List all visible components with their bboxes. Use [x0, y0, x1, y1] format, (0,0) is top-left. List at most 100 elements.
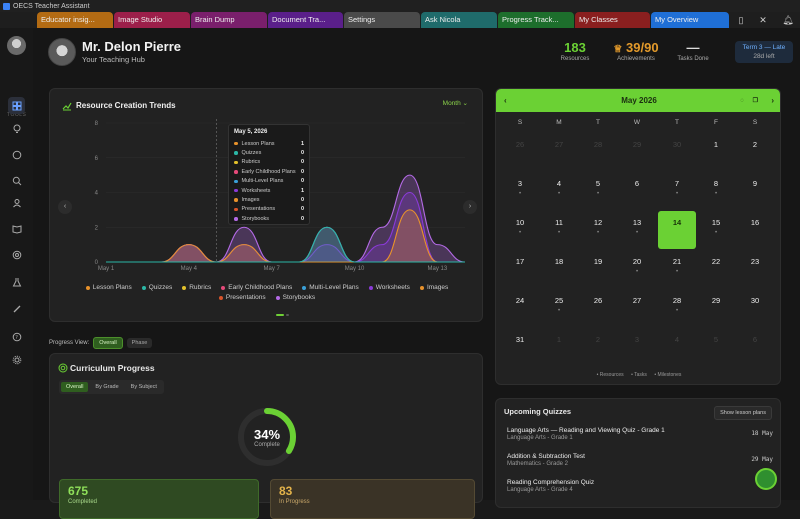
calendar-day[interactable]: 8 • — [697, 172, 735, 210]
show-lesson-plans-button[interactable]: Show lesson plans — [714, 406, 772, 420]
tab-document-tra[interactable]: Document Tra... — [268, 12, 343, 28]
calendar-copy-icon[interactable]: ❐ — [752, 98, 758, 104]
calendar-day[interactable]: 18 — [540, 250, 578, 288]
calendar-day[interactable]: 10 • — [501, 211, 539, 249]
calendar-day[interactable]: 25 • — [540, 289, 578, 327]
calendar-day[interactable]: 9 — [736, 172, 774, 210]
sidebar-search-icon[interactable] — [8, 172, 25, 189]
calendar-day[interactable]: 17 — [501, 250, 539, 288]
calendar-day[interactable]: 20 • — [618, 250, 656, 288]
sidebar-lightbulb-icon[interactable] — [8, 120, 25, 137]
calendar-day-today[interactable]: 14 — [658, 211, 696, 249]
tab-ask-nicola[interactable]: Ask Nicola — [421, 12, 497, 28]
calendar-day[interactable]: 2 — [579, 328, 617, 366]
progress-view-phase[interactable]: Phase — [126, 338, 153, 348]
tab-educator-insig[interactable]: Educator insig... — [37, 12, 113, 28]
curriculum-tab-by-subject[interactable]: By Subject — [130, 384, 157, 390]
calendar-day[interactable]: 3 • — [501, 172, 539, 210]
sidebar-book-icon[interactable] — [8, 220, 25, 237]
calendar-day-number: 6 — [752, 335, 758, 344]
calendar-day[interactable]: 4 • — [540, 172, 578, 210]
calendar-day[interactable]: 6 — [736, 328, 774, 366]
calendar-day[interactable]: 2 — [736, 133, 774, 171]
x-tick-label: May 10 — [345, 266, 365, 272]
legend-item[interactable]: Storybooks — [275, 294, 316, 301]
tab-my-classes[interactable]: My Classes — [575, 12, 650, 28]
legend-label: Storybooks — [282, 294, 316, 301]
quiz-item[interactable]: Language Arts — Reading and Viewing Quiz… — [507, 427, 773, 441]
pager-dot[interactable] — [286, 314, 289, 316]
chart-next-arrow[interactable]: › — [463, 200, 477, 214]
sidebar-dashboard-icon[interactable] — [8, 97, 25, 114]
calendar-day[interactable]: 22 — [697, 250, 735, 288]
sidebar-pencil-icon[interactable] — [8, 300, 25, 317]
legend-item[interactable]: Presentations — [218, 294, 266, 301]
chart-prev-arrow[interactable]: ‹ — [58, 200, 72, 214]
tab-my-overview[interactable]: My Overview — [651, 12, 729, 28]
calendar-day[interactable]: 3 — [618, 328, 656, 366]
notification-bell-icon[interactable]: 🔔︎ — [782, 15, 794, 25]
tab-brain-dump[interactable]: Brain Dump — [191, 12, 267, 28]
calendar-day[interactable]: 27 — [540, 133, 578, 171]
calendar-day[interactable]: 29 — [618, 133, 656, 171]
calendar-day[interactable]: 6 — [618, 172, 656, 210]
calendar-day[interactable]: 12 • — [579, 211, 617, 249]
calendar-prev-icon[interactable]: ‹ — [504, 96, 507, 105]
tooltip-row: Images 0 — [234, 195, 304, 204]
calendar-day[interactable]: 4 — [658, 328, 696, 366]
close-icon[interactable]: ✕ — [759, 15, 767, 25]
calendar-lightbulb-icon[interactable]: ◌ — [740, 97, 744, 104]
curriculum-tab-by-grade[interactable]: By Grade — [95, 384, 119, 390]
calendar-day[interactable]: 1 — [540, 328, 578, 366]
calendar-day[interactable]: 19 — [579, 250, 617, 288]
pager-dot-active[interactable] — [276, 314, 284, 316]
quiz-item[interactable]: Reading Comprehension Quiz Language Arts… — [507, 479, 773, 493]
tab-settings[interactable]: Settings — [344, 12, 420, 28]
sidebar-settings-gear-icon[interactable] — [8, 351, 25, 368]
calendar-day[interactable]: 7 • — [658, 172, 696, 210]
curriculum-tab-overall[interactable]: Overall — [61, 382, 89, 392]
sidebar-help-icon[interactable]: ? — [8, 328, 25, 345]
tab-progress-track[interactable]: Progress Track... — [498, 12, 574, 28]
legend-item[interactable]: Early Childhood Plans — [221, 284, 292, 291]
chart-pager[interactable] — [276, 314, 289, 316]
legend-item[interactable]: Images — [419, 284, 448, 291]
legend-item[interactable]: Worksheets — [368, 284, 410, 291]
progress-view-overall[interactable]: Overall — [93, 337, 123, 349]
calendar-day[interactable]: 30 — [658, 133, 696, 171]
sidebar-chat-icon[interactable] — [8, 146, 25, 163]
calendar-day[interactable]: 27 — [618, 289, 656, 327]
legend-item[interactable]: Lesson Plans — [85, 284, 132, 291]
sidebar-target-icon[interactable] — [8, 246, 25, 263]
calendar-day[interactable]: 26 — [501, 133, 539, 171]
sidebar-flask-icon[interactable] — [8, 273, 25, 290]
calendar-day[interactable]: 1 — [697, 133, 735, 171]
calendar-day[interactable]: 5 • — [579, 172, 617, 210]
calendar-day[interactable]: 15 • — [697, 211, 735, 249]
calendar-day[interactable]: 11 • — [540, 211, 578, 249]
quiz-item[interactable]: Addition & Subtraction Test Mathematics … — [507, 453, 773, 467]
calendar-day[interactable]: 21 • — [658, 250, 696, 288]
calendar-day[interactable]: 30 — [736, 289, 774, 327]
calendar-day[interactable]: 16 — [736, 211, 774, 249]
assistant-fab-button[interactable] — [755, 468, 777, 490]
calendar-day[interactable]: 31 — [501, 328, 539, 366]
calendar-day[interactable]: 5 — [697, 328, 735, 366]
sidebar-logo-avatar[interactable] — [7, 36, 26, 55]
legend-item[interactable]: Quizzes — [141, 284, 172, 291]
legend-item[interactable]: Rubrics — [182, 284, 211, 291]
sidebar-user-icon[interactable] — [8, 194, 25, 211]
calendar-day[interactable]: 13 • — [618, 211, 656, 249]
calendar-day[interactable]: 28 — [579, 133, 617, 171]
calendar-day[interactable]: 24 — [501, 289, 539, 327]
calendar-day[interactable]: 28 • — [658, 289, 696, 327]
calendar-day[interactable]: 23 — [736, 250, 774, 288]
calendar-day[interactable]: 26 — [579, 289, 617, 327]
period-dropdown[interactable]: Month ⌄ — [443, 99, 468, 107]
tab-image-studio[interactable]: Image Studio — [114, 12, 190, 28]
calendar-day[interactable]: 29 — [697, 289, 735, 327]
calendar-next-icon[interactable]: › — [771, 96, 774, 105]
tablet-mode-icon[interactable]: ▯ — [738, 15, 744, 25]
legend-item[interactable]: Multi-Level Plans — [302, 284, 359, 291]
avatar[interactable] — [48, 38, 76, 66]
